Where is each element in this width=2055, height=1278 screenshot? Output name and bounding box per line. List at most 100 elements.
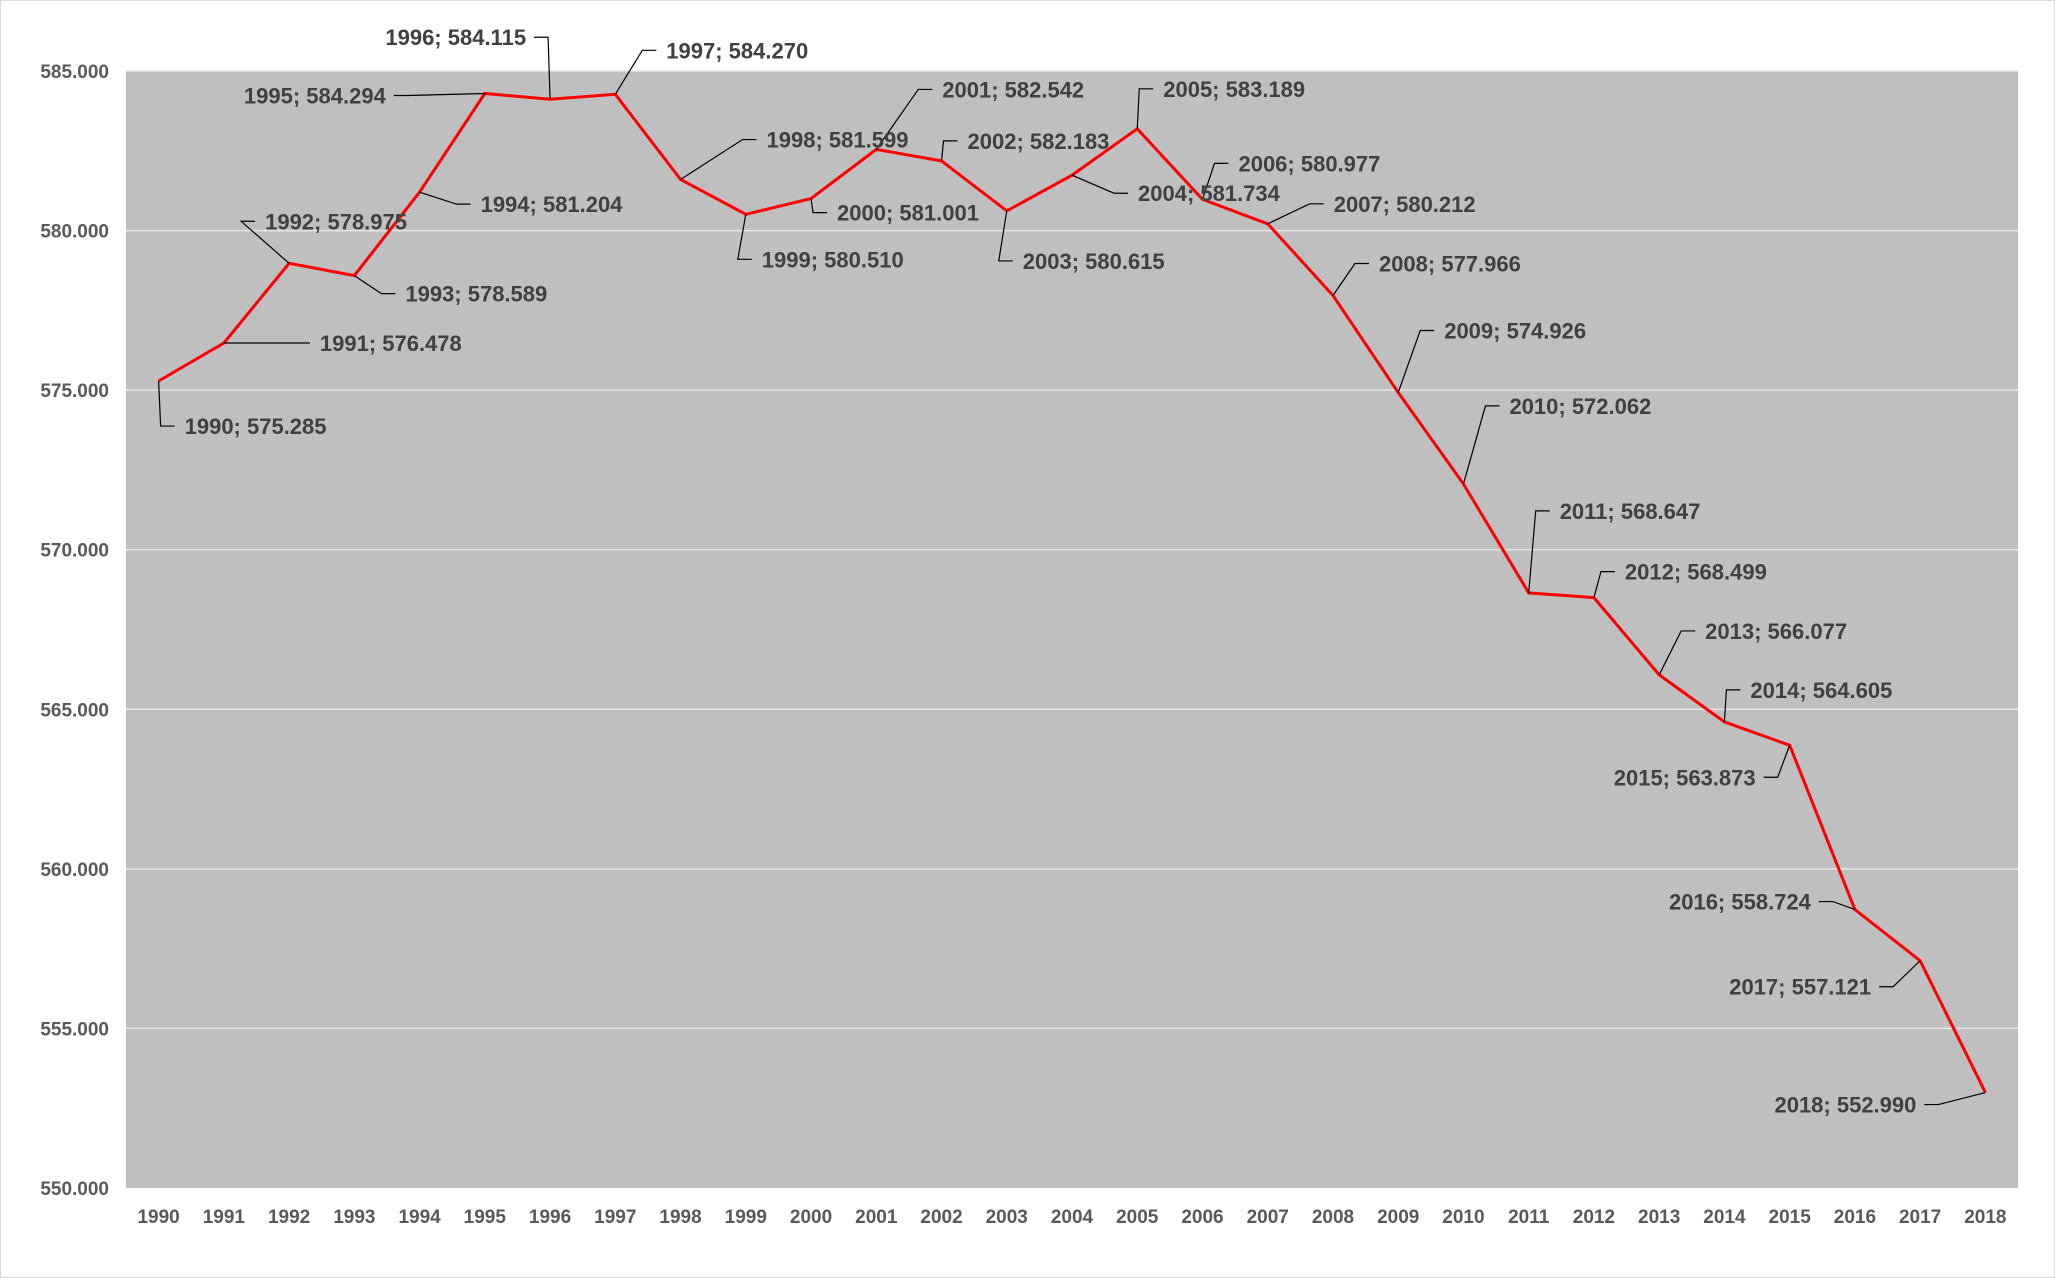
data-label-leader — [810, 198, 828, 214]
x-tick-label: 1990 — [137, 1207, 179, 1228]
data-label-leaders — [158, 36, 1986, 1106]
data-label-leader — [1924, 1091, 1986, 1106]
x-tick-label: 2006 — [1181, 1207, 1223, 1228]
data-label-leader — [1593, 571, 1615, 598]
data-label: 2000; 581.001 — [837, 201, 979, 226]
data-label-leader — [1136, 88, 1154, 129]
data-label: 2009; 574.926 — [1444, 319, 1586, 344]
data-label-leader — [875, 88, 933, 150]
x-tick-label: 2010 — [1442, 1207, 1484, 1228]
data-label-leader — [1267, 203, 1324, 225]
x-tick-label: 1993 — [333, 1207, 375, 1228]
y-tick-label: 550.000 — [40, 1179, 109, 1200]
data-label: 1994; 581.204 — [481, 192, 624, 217]
data-label-leader — [1528, 510, 1550, 593]
data-label: 1998; 581.599 — [767, 128, 909, 153]
data-label: 1990; 575.285 — [185, 414, 327, 439]
data-label: 1991; 576.478 — [320, 331, 462, 356]
data-label-leader — [680, 138, 757, 181]
data-label-leader — [1397, 329, 1435, 393]
x-tick-label: 2007 — [1247, 1207, 1289, 1228]
data-label-leader — [393, 92, 485, 97]
data-label-leader — [1879, 960, 1921, 988]
data-label: 2011; 568.647 — [1560, 499, 1701, 524]
data-label-leader — [534, 36, 551, 100]
y-axis-ticks: 550.000 555.000 560.000 565.000 570.000 575.0… — [40, 62, 109, 1200]
y-tick-label: 555.000 — [40, 1019, 109, 1040]
data-label: 2005; 583.189 — [1163, 77, 1305, 102]
x-tick-label: 1996 — [529, 1207, 571, 1228]
data-label-leader — [1763, 745, 1791, 778]
data-label: 2017; 557.121 — [1729, 975, 1871, 1000]
data-label: 2016; 558.724 — [1669, 890, 1812, 915]
data-label: 2014; 564.605 — [1750, 678, 1892, 703]
data-label: 2013; 566.077 — [1705, 619, 1847, 644]
gridlines — [126, 70, 2018, 1030]
x-tick-label: 2013 — [1638, 1207, 1680, 1228]
x-axis-ticks: 1990 1991 1992 1993 1994 1995 1996 1997 1998 1999… — [137, 1207, 2006, 1228]
data-label: 2006; 580.977 — [1238, 151, 1380, 176]
series-line — [157, 91, 1987, 1094]
data-label: 2010; 572.062 — [1509, 394, 1651, 419]
x-tick-label: 2002 — [920, 1207, 962, 1228]
y-tick-label: 560.000 — [40, 860, 109, 881]
y-tick-label: 585.000 — [40, 62, 109, 83]
x-tick-label: 2000 — [790, 1207, 832, 1228]
data-labels: 1990; 575.285 1991; 576.478 1992; 578.975 1… — [185, 25, 1917, 1117]
x-tick-label: 2008 — [1312, 1207, 1354, 1228]
x-tick-label: 1998 — [659, 1207, 701, 1228]
x-tick-label: 2003 — [986, 1207, 1028, 1228]
data-label-leader — [239, 220, 290, 264]
data-label-leader — [158, 381, 175, 427]
data-label-leader — [614, 49, 657, 95]
x-tick-label: 2014 — [1703, 1207, 1746, 1228]
data-label: 2001; 582.542 — [942, 77, 1084, 102]
data-label: 2018; 552.990 — [1774, 1093, 1916, 1118]
data-label-leader — [737, 214, 752, 260]
x-tick-label: 2018 — [1964, 1207, 2006, 1228]
x-tick-label: 1995 — [464, 1207, 507, 1228]
data-label: 2003; 580.615 — [1023, 249, 1165, 274]
data-label: 1995; 584.294 — [244, 84, 387, 109]
x-tick-label: 1997 — [594, 1207, 636, 1228]
data-label: 2007; 580.212 — [1334, 192, 1476, 217]
x-tick-label: 2009 — [1377, 1207, 1419, 1228]
x-tick-label: 1999 — [725, 1207, 767, 1228]
data-label: 2002; 582.183 — [968, 129, 1110, 154]
data-label: 1997; 584.270 — [666, 38, 808, 63]
data-label-leader — [1462, 405, 1500, 485]
x-tick-label: 2004 — [1051, 1207, 1094, 1228]
data-label-leader — [998, 210, 1013, 262]
data-label: 2008; 577.966 — [1379, 251, 1521, 276]
y-tick-label: 575.000 — [40, 381, 109, 402]
data-label: 2012; 568.499 — [1625, 560, 1767, 585]
data-label-leader — [419, 191, 471, 205]
x-tick-label: 1991 — [203, 1207, 246, 1228]
data-label: 1999; 580.510 — [762, 247, 904, 272]
y-tick-label: 570.000 — [40, 541, 109, 562]
data-label-leader — [1071, 174, 1128, 194]
x-tick-label: 2016 — [1834, 1207, 1876, 1228]
y-tick-label: 580.000 — [40, 222, 109, 243]
x-tick-label: 2017 — [1899, 1207, 1941, 1228]
x-tick-label: 2001 — [855, 1207, 898, 1228]
data-label-leader — [1658, 630, 1696, 676]
x-tick-label: 2015 — [1769, 1207, 1812, 1228]
data-label-leader — [940, 140, 958, 161]
data-label-leader — [1201, 162, 1229, 200]
x-tick-label: 2011 — [1508, 1207, 1550, 1228]
x-tick-label: 1992 — [268, 1207, 310, 1228]
data-label-leader — [354, 275, 396, 295]
x-tick-label: 1994 — [398, 1207, 441, 1228]
data-label-leader — [1332, 262, 1369, 296]
data-label: 2004; 581.734 — [1138, 181, 1281, 206]
data-label: 2015; 563.873 — [1614, 765, 1756, 790]
y-tick-label: 565.000 — [40, 700, 109, 721]
x-tick-label: 2005 — [1116, 1207, 1159, 1228]
x-tick-label: 2012 — [1573, 1207, 1615, 1228]
data-label: 1996; 584.115 — [385, 25, 526, 50]
data-label-leader — [1818, 900, 1856, 911]
plot-area — [126, 71, 2018, 1188]
data-label-leader — [1723, 689, 1741, 722]
